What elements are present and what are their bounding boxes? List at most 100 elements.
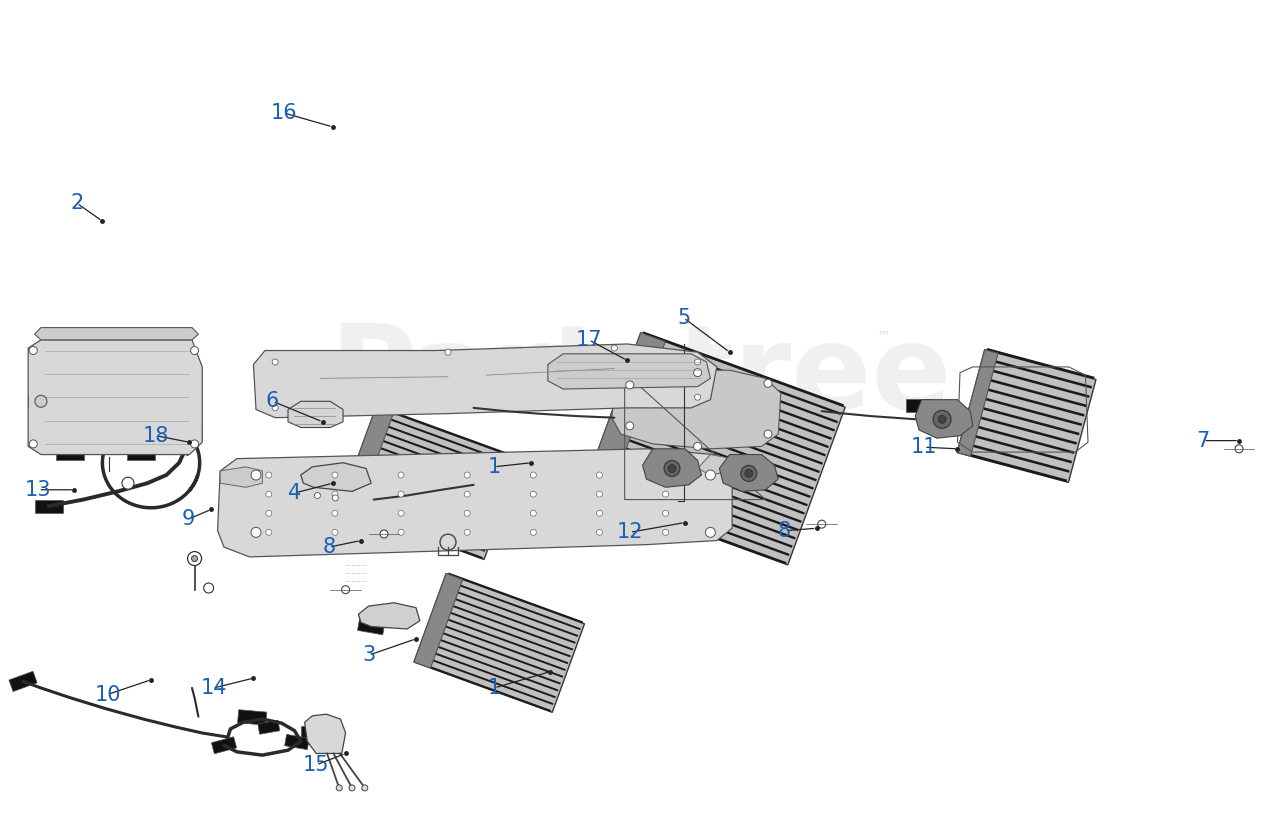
Bar xyxy=(284,735,310,749)
Bar xyxy=(640,340,841,415)
Bar xyxy=(352,477,493,531)
Bar xyxy=(972,404,1079,436)
Circle shape xyxy=(380,530,388,538)
Polygon shape xyxy=(301,463,371,491)
Bar xyxy=(435,607,571,658)
Bar xyxy=(609,423,810,498)
Bar xyxy=(419,654,553,705)
Circle shape xyxy=(694,442,701,450)
Bar xyxy=(372,420,515,473)
Bar xyxy=(966,423,1075,454)
Polygon shape xyxy=(220,467,262,487)
Text: Partstree: Partstree xyxy=(329,319,951,434)
Bar xyxy=(984,357,1092,388)
Text: 10: 10 xyxy=(95,685,120,704)
Bar xyxy=(600,448,801,523)
Polygon shape xyxy=(35,328,198,340)
Bar xyxy=(346,524,371,537)
Circle shape xyxy=(192,555,197,562)
Circle shape xyxy=(362,785,367,791)
Bar xyxy=(355,470,495,523)
Bar xyxy=(375,413,517,466)
Circle shape xyxy=(349,785,355,791)
Bar xyxy=(316,518,344,531)
Circle shape xyxy=(745,469,753,477)
Text: 5: 5 xyxy=(677,308,690,328)
Bar xyxy=(301,726,320,744)
Bar xyxy=(625,381,826,456)
Bar xyxy=(367,434,509,487)
Bar xyxy=(977,386,1084,417)
Circle shape xyxy=(933,410,951,428)
Circle shape xyxy=(663,472,668,478)
Circle shape xyxy=(191,346,198,355)
Bar xyxy=(360,456,500,509)
Bar xyxy=(433,613,568,664)
Bar xyxy=(413,573,463,668)
Bar xyxy=(603,439,805,514)
Circle shape xyxy=(445,349,451,355)
Circle shape xyxy=(273,359,278,365)
Circle shape xyxy=(663,491,668,497)
Circle shape xyxy=(530,510,536,516)
Bar xyxy=(445,579,581,630)
Bar xyxy=(9,672,37,691)
Bar xyxy=(438,600,573,650)
Bar xyxy=(211,737,237,753)
Polygon shape xyxy=(698,455,732,475)
Bar xyxy=(349,485,490,537)
Circle shape xyxy=(266,510,271,516)
Bar xyxy=(598,456,799,532)
Bar xyxy=(362,449,503,502)
Bar xyxy=(440,593,576,644)
Circle shape xyxy=(663,510,668,516)
Text: 12: 12 xyxy=(617,523,643,542)
Circle shape xyxy=(29,346,37,355)
Bar xyxy=(643,332,844,407)
Circle shape xyxy=(626,422,634,430)
Bar xyxy=(607,431,808,506)
Polygon shape xyxy=(218,449,732,557)
Polygon shape xyxy=(548,354,710,389)
Text: ™: ™ xyxy=(877,329,891,343)
Text: 11: 11 xyxy=(911,437,937,457)
Bar xyxy=(969,414,1076,445)
Text: 7: 7 xyxy=(1197,431,1210,450)
Bar xyxy=(658,493,686,506)
Bar xyxy=(347,491,488,545)
Circle shape xyxy=(663,529,668,536)
Circle shape xyxy=(337,785,342,791)
Polygon shape xyxy=(612,370,781,449)
Circle shape xyxy=(694,369,701,377)
Bar xyxy=(357,618,385,635)
Circle shape xyxy=(398,529,404,536)
Bar xyxy=(979,376,1087,407)
Circle shape xyxy=(530,529,536,536)
Circle shape xyxy=(398,491,404,497)
Bar xyxy=(964,432,1073,464)
Bar xyxy=(257,720,280,735)
Bar xyxy=(594,464,796,540)
Circle shape xyxy=(764,379,772,387)
Bar xyxy=(428,627,563,678)
Circle shape xyxy=(251,527,261,537)
Circle shape xyxy=(612,345,617,351)
Circle shape xyxy=(705,527,716,537)
Bar xyxy=(430,620,566,671)
Bar xyxy=(35,500,63,513)
Circle shape xyxy=(938,415,946,423)
Circle shape xyxy=(315,492,320,499)
Circle shape xyxy=(465,472,470,478)
Circle shape xyxy=(596,491,603,497)
Circle shape xyxy=(465,529,470,536)
Circle shape xyxy=(668,464,676,473)
Bar xyxy=(416,661,550,712)
Bar xyxy=(339,407,521,559)
Polygon shape xyxy=(288,401,343,428)
Text: 18: 18 xyxy=(143,426,169,446)
Bar xyxy=(426,634,561,685)
Circle shape xyxy=(596,529,603,536)
Circle shape xyxy=(626,381,634,389)
Bar xyxy=(906,399,932,411)
Bar xyxy=(616,406,817,482)
